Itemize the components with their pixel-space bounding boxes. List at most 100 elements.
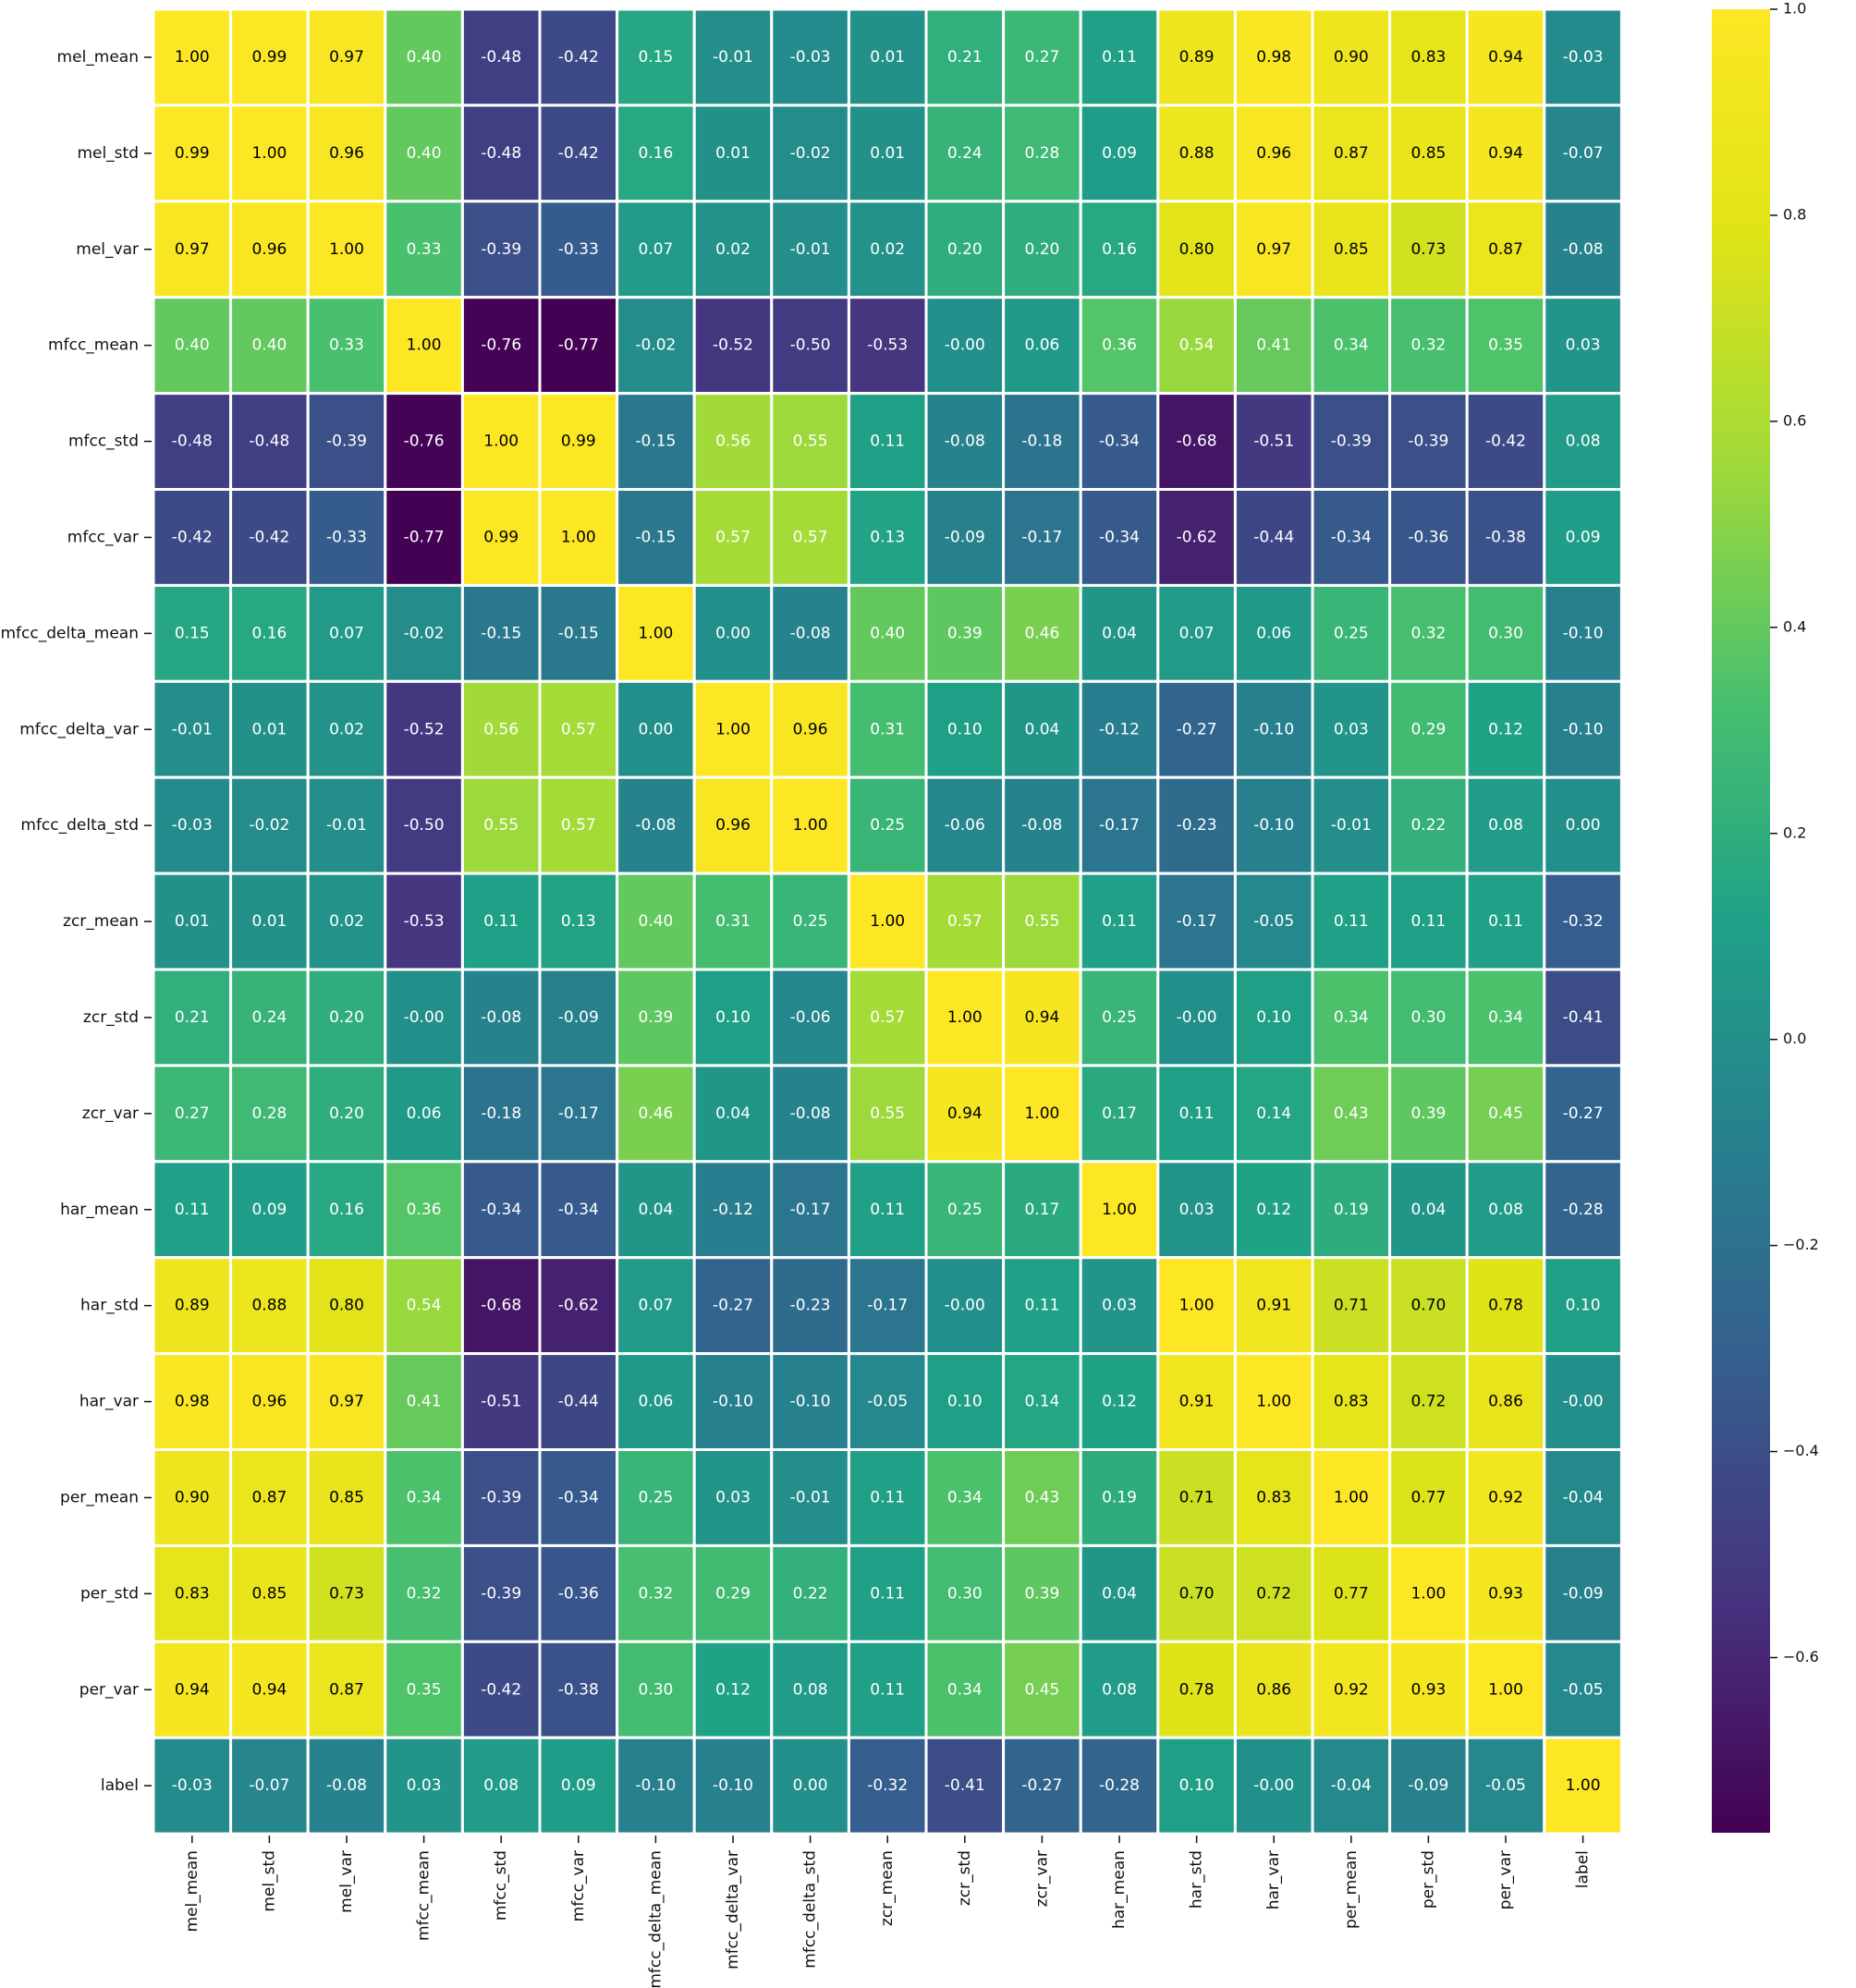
row-label-16: per_mean: [60, 1488, 139, 1506]
heatmap-cell-r17-c18: [1465, 1543, 1546, 1643]
heatmap-cell-r13-c7: [616, 1160, 696, 1260]
heatmap-cell-r12-c13: [1079, 1064, 1160, 1164]
heatmap-cell-label-r4-c12: 0.06: [1024, 336, 1059, 355]
heatmap-cell-label-r1-c15: 0.98: [1256, 48, 1291, 67]
heatmap-cell-r12-c16: [1311, 1064, 1392, 1164]
heatmap-cell-label-r2-c10: 0.01: [870, 144, 905, 163]
heatmap-cell-label-r5-c4: -0.76: [404, 433, 445, 451]
heatmap-cell-r6-c9: [770, 488, 850, 587]
heatmap-cell-label-r3-c11: 0.20: [947, 240, 983, 259]
heatmap-cell-r4-c4: [384, 296, 464, 396]
heatmap-cell-label-r14-c3: 0.80: [329, 1297, 364, 1315]
heatmap-cell-label-r10-c10: 1.00: [870, 912, 905, 931]
heatmap-cell-label-r9-c16: -0.01: [1331, 816, 1372, 835]
heatmap-cell-r8-c17: [1388, 679, 1469, 779]
heatmap-cell-r4-c18: [1465, 296, 1546, 396]
heatmap-cell-label-r2-c19: -0.07: [1563, 144, 1604, 163]
column-label-1: mel_mean: [183, 1850, 201, 1932]
heatmap-cell-label-r1-c4: 0.40: [407, 48, 442, 67]
heatmap-cell-r15-c19: [1543, 1352, 1623, 1451]
heatmap-cell-label-r14-c10: -0.17: [867, 1297, 908, 1315]
heatmap-cell-r7-c8: [692, 583, 774, 683]
heatmap-cell-label-r5-c16: -0.39: [1331, 433, 1372, 451]
heatmap-cell-label-r7-c19: -0.10: [1563, 624, 1604, 642]
heatmap-cell-r1-c2: [229, 7, 310, 107]
heatmap-cell-label-r4-c4: 1.00: [407, 336, 442, 355]
heatmap-cell-label-r7-c5: -0.15: [481, 624, 521, 642]
heatmap-cell-label-r12-c1: 0.27: [175, 1104, 210, 1123]
heatmap-cell-label-r18-c4: 0.35: [407, 1680, 442, 1699]
heatmap-cell-r13-c9: [770, 1160, 850, 1260]
heatmap-cell-label-r6-c17: -0.36: [1408, 528, 1448, 546]
heatmap-cell-label-r10-c14: -0.17: [1177, 912, 1217, 931]
heatmap-cell-label-r19-c12: -0.27: [1021, 1776, 1062, 1795]
heatmap-cell-label-r17-c2: 0.85: [251, 1584, 287, 1603]
heatmap-cell-label-r9-c8: 0.96: [715, 816, 751, 835]
heatmap-cell-label-r18-c16: 0.92: [1334, 1680, 1369, 1699]
heatmap-cell-label-r17-c6: -0.36: [558, 1584, 599, 1603]
heatmap-cell-r19-c9: [770, 1736, 850, 1836]
heatmap-cell-label-r19-c4: 0.03: [407, 1776, 442, 1795]
heatmap-cell-r19-c19: [1543, 1736, 1623, 1836]
heatmap-cell-label-r18-c13: 0.08: [1102, 1680, 1137, 1699]
heatmap-cell-label-r7-c10: 0.40: [870, 624, 905, 642]
heatmap-cell-r1-c10: [847, 7, 928, 107]
heatmap-cell-r16-c18: [1465, 1448, 1546, 1547]
heatmap-cell-label-r8-c5: 0.56: [483, 720, 519, 738]
heatmap-cell-label-r13-c17: 0.04: [1410, 1201, 1446, 1219]
heatmap-cell-r13-c4: [384, 1160, 464, 1260]
heatmap-cell-r2-c12: [1002, 104, 1082, 203]
heatmap-cell-label-r1-c6: -0.42: [558, 48, 599, 67]
heatmap-cell-label-r19-c1: -0.03: [172, 1776, 213, 1795]
heatmap-cell-label-r18-c9: 0.08: [793, 1680, 828, 1699]
heatmap-cell-label-r7-c13: 0.04: [1102, 624, 1137, 642]
heatmap-cell-label-r14-c11: -0.00: [945, 1297, 985, 1315]
heatmap-cell-r12-c12: [1002, 1064, 1082, 1164]
heatmap-cell-label-r4-c10: -0.53: [867, 336, 908, 355]
heatmap-cell-r1-c1: [152, 7, 233, 107]
heatmap-cell-label-r8-c6: 0.57: [561, 720, 596, 738]
heatmap-cell-r17-c10: [847, 1543, 928, 1643]
heatmap-cell-label-r10-c6: 0.13: [561, 912, 596, 931]
heatmap-cell-r19-c7: [616, 1736, 696, 1836]
heatmap-cell-label-r2-c17: 0.85: [1410, 144, 1446, 163]
heatmap-cell-r7-c1: [152, 583, 233, 683]
heatmap-cell-label-r2-c18: 0.94: [1488, 144, 1523, 163]
heatmap-cell-label-r11-c17: 0.30: [1410, 1008, 1446, 1027]
heatmap-cell-label-r16-c5: -0.39: [481, 1488, 521, 1506]
heatmap-cell-r6-c7: [616, 488, 696, 587]
heatmap-cell-r8-c12: [1002, 679, 1082, 779]
heatmap-cell-label-r7-c14: 0.07: [1179, 624, 1215, 642]
heatmap-cell-r11-c12: [1002, 968, 1082, 1067]
heatmap-cell-r13-c1: [152, 1160, 233, 1260]
heatmap-cell-label-r1-c5: -0.48: [481, 48, 521, 67]
heatmap-cell-label-r13-c12: 0.17: [1024, 1201, 1059, 1219]
heatmap-cell-r19-c12: [1002, 1736, 1082, 1836]
heatmap-cell-label-r7-c7: 1.00: [638, 624, 673, 642]
heatmap-cell-label-r8-c17: 0.29: [1410, 720, 1446, 738]
heatmap-cell-r2-c1: [152, 104, 233, 203]
heatmap-cell-r2-c17: [1388, 104, 1469, 203]
heatmap-cell-r11-c6: [538, 968, 619, 1067]
heatmap-cell-r5-c2: [229, 392, 310, 492]
heatmap-cell-r6-c2: [229, 488, 310, 587]
heatmap-cell-label-r4-c14: 0.54: [1179, 336, 1215, 355]
heatmap-cell-label-r16-c13: 0.19: [1102, 1488, 1137, 1506]
heatmap-cell-label-r13-c5: -0.34: [481, 1201, 521, 1219]
heatmap-cell-label-r2-c11: 0.24: [947, 144, 983, 163]
heatmap-cell-label-r2-c16: 0.87: [1334, 144, 1369, 163]
heatmap-cell-label-r17-c14: 0.70: [1179, 1584, 1215, 1603]
heatmap-cell-r15-c18: [1465, 1352, 1546, 1451]
heatmap-cell-r10-c2: [229, 872, 310, 971]
heatmap-cell-r18-c12: [1002, 1640, 1082, 1739]
heatmap-cell-label-r4-c5: -0.76: [481, 336, 521, 355]
heatmap-cell-label-r15-c17: 0.72: [1410, 1393, 1446, 1411]
heatmap-cell-label-r4-c15: 0.41: [1256, 336, 1291, 355]
heatmap-cell-label-r15-c14: 0.91: [1179, 1393, 1215, 1411]
heatmap-cell-r14-c18: [1465, 1256, 1546, 1356]
heatmap-cell-r1-c12: [1002, 7, 1082, 107]
colorbar-tick-label-2: 0.8: [1783, 205, 1806, 223]
heatmap-cell-label-r6-c18: -0.38: [1485, 528, 1526, 546]
row-label-6: mfcc_var: [67, 528, 139, 546]
